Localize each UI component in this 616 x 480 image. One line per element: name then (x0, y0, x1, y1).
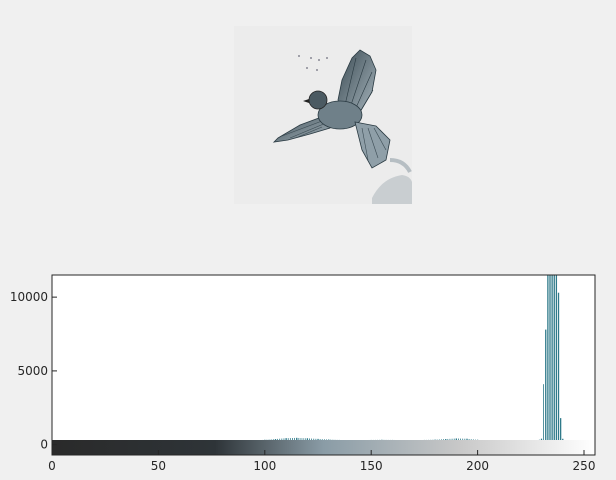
histogram-bar (543, 384, 544, 445)
y-axis: 0 5000 10000 (10, 290, 57, 452)
x-tick-label: 50 (151, 459, 166, 473)
image-panel (234, 26, 412, 204)
histogram-bar (555, 275, 558, 445)
y-tick-label: 10000 (10, 290, 48, 304)
x-tick-label: 200 (466, 459, 489, 473)
y-tick-label: 0 (40, 438, 48, 452)
gray-colorbar (52, 440, 595, 455)
histogram-bar (551, 275, 553, 445)
x-tick-label: 100 (253, 459, 276, 473)
plot-frame (51, 274, 596, 456)
y-tick-label: 5000 (17, 364, 48, 378)
histogram-bar (549, 275, 551, 445)
x-tick-label: 250 (573, 459, 596, 473)
x-tick-label: 150 (360, 459, 383, 473)
x-axis: 0 50 100 150 200 250 (48, 450, 595, 473)
histogram-bar (545, 329, 547, 445)
histogram-bar (547, 275, 549, 445)
histogram-chart: 0 5000 10000 0 50 100 150 200 250 (10, 274, 596, 473)
histogram-bar (557, 292, 560, 445)
histogram-bar (553, 275, 555, 445)
plot-area (51, 274, 596, 456)
x-tick-label: 0 (48, 459, 56, 473)
histogram-bar (559, 418, 562, 445)
sparrow-illustration (272, 49, 412, 204)
